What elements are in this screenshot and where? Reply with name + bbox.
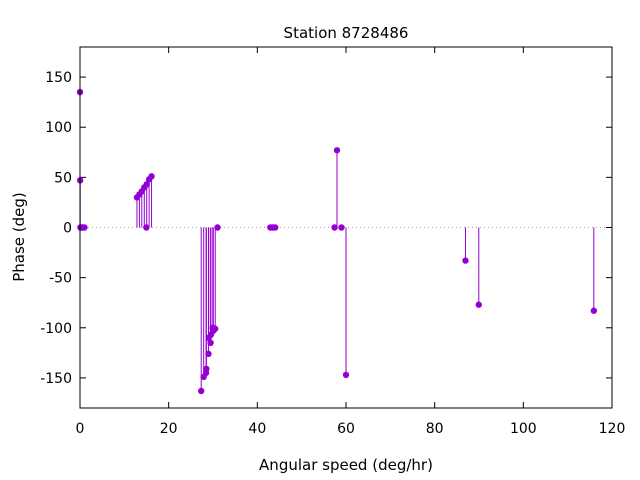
data-point xyxy=(590,307,598,314)
data-point xyxy=(214,224,221,231)
data-point xyxy=(203,365,210,373)
data-point xyxy=(212,325,219,332)
chart-title: Station 8728486 xyxy=(284,24,409,42)
x-axis-title: Angular speed (deg/hr) xyxy=(259,456,433,474)
data-point xyxy=(143,181,150,188)
data-point xyxy=(331,224,338,231)
x-tick-label: 100 xyxy=(510,421,537,437)
x-tick-label: 60 xyxy=(337,421,355,437)
data-point xyxy=(475,301,482,308)
data-point xyxy=(342,371,350,379)
data-point xyxy=(205,350,212,358)
y-tick-label: 100 xyxy=(45,120,72,136)
x-tick-label: 40 xyxy=(248,421,266,437)
y-tick-label: -150 xyxy=(40,371,72,387)
data-point xyxy=(143,224,150,231)
plot-frame xyxy=(79,46,613,409)
y-tick-label: -100 xyxy=(40,321,72,337)
data-point xyxy=(462,257,469,264)
x-tick-label: 0 xyxy=(76,421,85,437)
data-point xyxy=(338,224,345,231)
y-tick-label: 0 xyxy=(63,221,72,237)
data-point xyxy=(81,224,88,231)
data-point xyxy=(207,339,214,347)
data-point xyxy=(148,173,155,180)
x-tick-label: 80 xyxy=(426,421,444,437)
x-tick-label: 120 xyxy=(599,421,626,437)
plot-area: 0 20 40 60 80 100 120 -150 -100 -50 0 50 100 150 xyxy=(40,47,625,437)
data-point xyxy=(271,224,279,231)
data-point xyxy=(198,387,205,395)
y-axis-title: Phase (deg) xyxy=(10,192,28,282)
data-point xyxy=(333,147,341,154)
x-tick-label: 20 xyxy=(160,421,178,437)
y-tick-label: 150 xyxy=(45,70,72,86)
y-tick-label: -50 xyxy=(49,271,72,287)
y-tick-label: 50 xyxy=(54,170,72,186)
